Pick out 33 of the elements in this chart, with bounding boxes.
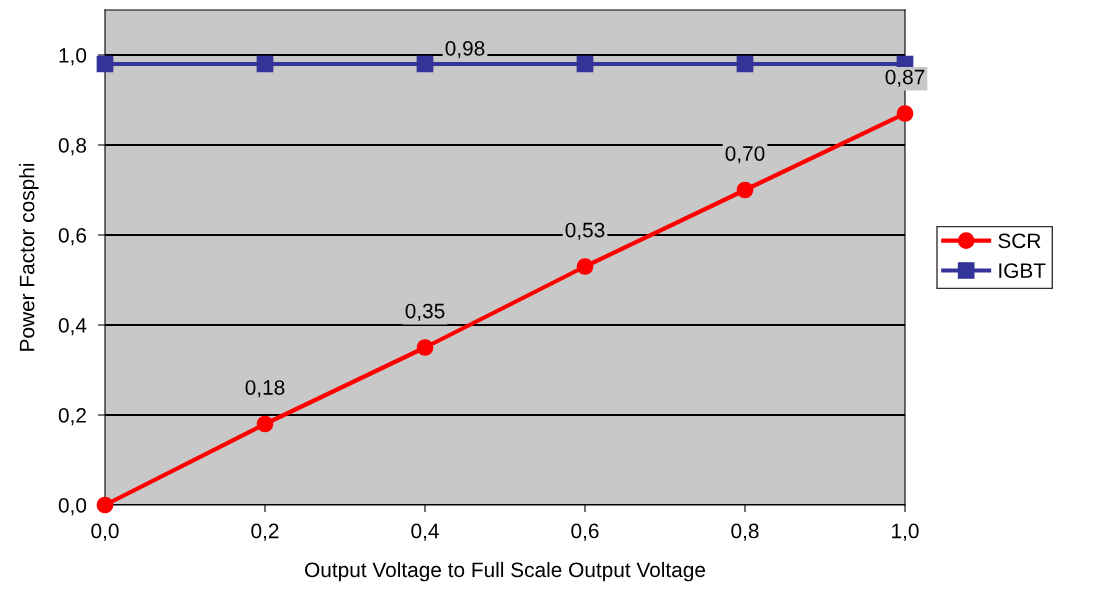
point [416,55,434,73]
y-axis-title: Power Factor cosphi [19,163,39,351]
x-tick-label: 0,6 [571,523,599,541]
data-label: 0,35 [405,303,445,321]
point [256,415,274,433]
point [96,55,114,73]
point [96,496,114,514]
x-tick-label: 0,8 [731,523,759,541]
point [576,258,594,275]
point [256,55,274,73]
annotation: 0,98 [445,40,485,59]
point [576,55,594,73]
data-label: 0,53 [565,222,605,240]
point [736,55,754,73]
y-tick-label: 1,0 [59,48,87,66]
data-label: 0,18 [245,380,285,398]
y-tick-label: 0,6 [58,228,87,246]
data-label: 0,87 [885,69,925,87]
data-label: 0,70 [725,146,765,164]
point [416,339,434,356]
point [736,181,754,199]
y-tick-label: 0,8 [58,138,87,156]
y-tick-label: 0,4 [58,318,87,336]
x-tick-label: 0,4 [411,523,439,541]
y-tick-label: 0,2 [58,408,86,426]
x-axis-title: Output Voltage to Full Scale Output Voltage [305,561,706,582]
x-tick-label: 0,2 [251,523,279,541]
legend-label: IGBT [999,263,1046,279]
y-tick-label: 0,0 [58,498,87,516]
legend-label: SCR [998,233,1041,249]
point [896,105,914,122]
x-tick-label: 1,0 [892,523,919,541]
x-tick-label: 0,0 [91,523,119,541]
